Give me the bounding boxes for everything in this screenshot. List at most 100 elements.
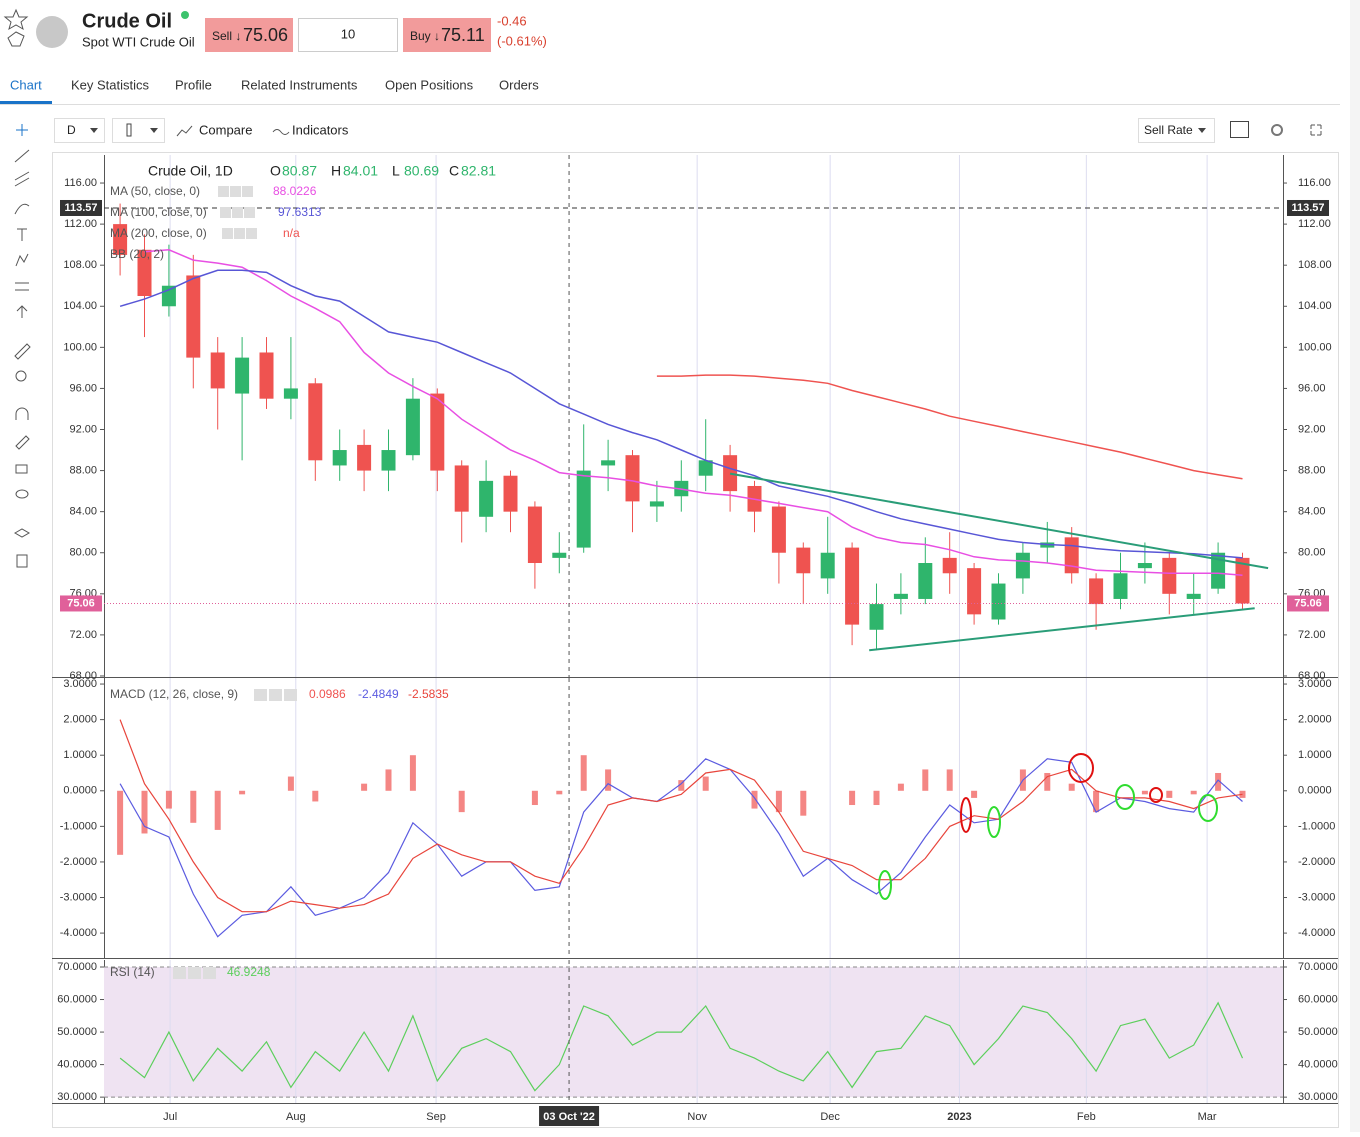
legend-value: -2.5835 xyxy=(408,687,449,701)
scrollbar[interactable] xyxy=(1350,0,1360,1132)
y-tick-label: 108.00 xyxy=(63,259,97,271)
histogram-bar xyxy=(1068,783,1075,791)
legend-name: MA (100, close, 0) xyxy=(110,205,207,219)
tab[interactable]: Profile xyxy=(175,77,212,92)
candle-body xyxy=(430,393,445,471)
y-tick-label: 108.00 xyxy=(1298,259,1332,271)
dropdown-caret xyxy=(90,128,98,133)
y-tick-label: 70.0000 xyxy=(1298,961,1338,973)
y-tick-label: 2.0000 xyxy=(63,714,97,726)
y-tick-label: 116.00 xyxy=(1298,177,1331,189)
candle-body xyxy=(918,563,933,599)
legend-name: MA (200, close, 0) xyxy=(110,226,207,240)
price-tag xyxy=(60,595,102,612)
tab[interactable]: Orders xyxy=(499,77,539,92)
histogram-bar xyxy=(239,790,246,795)
annotation xyxy=(1115,784,1135,810)
histogram-bar xyxy=(409,755,416,791)
settings-button[interactable] xyxy=(1271,124,1283,136)
tab[interactable]: Chart xyxy=(10,77,42,92)
measure-tool[interactable] xyxy=(15,282,29,291)
y-tick-label: 0.0000 xyxy=(1298,785,1332,797)
visibility-tool[interactable] xyxy=(15,489,29,499)
pattern-tool[interactable] xyxy=(15,253,29,267)
draw-lock[interactable] xyxy=(15,435,30,450)
buy-button[interactable] xyxy=(403,18,491,52)
interval-select[interactable] xyxy=(54,118,105,143)
legend-icon xyxy=(269,689,282,701)
sell-price: 75.06 xyxy=(243,25,288,45)
legend-icon xyxy=(254,689,267,701)
macd-line xyxy=(119,719,1243,913)
candle-icon xyxy=(126,123,132,137)
crosshair-label: 03 Oct '22 xyxy=(543,1111,595,1123)
brush-tool[interactable] xyxy=(14,203,30,215)
tab[interactable]: Related Instruments xyxy=(241,77,358,92)
fullscreen-button[interactable] xyxy=(1310,124,1322,136)
tab[interactable]: Open Positions xyxy=(385,77,474,92)
annotations xyxy=(878,753,1218,900)
annotation xyxy=(1198,794,1218,822)
magnet-tool[interactable] xyxy=(15,407,29,420)
candle-body xyxy=(649,501,664,507)
candle-body xyxy=(1015,552,1030,579)
y-tick-label: 40.0000 xyxy=(1298,1059,1338,1071)
macd-line xyxy=(119,758,1243,938)
quantity-input[interactable] xyxy=(298,18,398,52)
y-tick-label: 72.00 xyxy=(69,629,97,641)
rate: Sell Rate xyxy=(1144,123,1193,137)
candle-body xyxy=(137,249,152,297)
text-tool[interactable] xyxy=(17,228,27,241)
chart-type-select[interactable] xyxy=(112,118,165,143)
chart-frame xyxy=(52,152,1339,1128)
y-tick-label: -4.0000 xyxy=(1298,927,1335,939)
x-tick-label: Dec xyxy=(820,1111,840,1123)
histogram-bar xyxy=(897,783,904,791)
sell-button[interactable] xyxy=(205,18,293,52)
watch-star[interactable] xyxy=(3,8,29,31)
fib-tool[interactable] xyxy=(14,171,30,187)
ma-line xyxy=(119,269,1243,559)
y-tick-label: 92.00 xyxy=(1298,423,1326,435)
cursor-tool[interactable] xyxy=(16,124,28,136)
arrow-tool[interactable] xyxy=(16,305,28,318)
rate-select[interactable] xyxy=(1138,118,1215,143)
legend-icon xyxy=(246,228,257,239)
annotation xyxy=(878,870,892,900)
candle-body xyxy=(893,593,908,599)
lock-tool[interactable] xyxy=(15,464,28,474)
legend-icon xyxy=(173,967,186,979)
y-tick-label: 112.00 xyxy=(64,218,97,230)
zoom-tool[interactable] xyxy=(15,370,27,382)
ma-line xyxy=(656,374,1243,480)
candle-body xyxy=(1113,573,1128,599)
histogram-bar xyxy=(1141,790,1148,795)
histogram-bar xyxy=(117,790,124,855)
legend-icon xyxy=(222,228,233,239)
candle-body xyxy=(308,383,323,461)
ruler-tool[interactable] xyxy=(14,343,31,360)
y-tick-label: 68.00 xyxy=(1298,670,1326,682)
alert-icon[interactable] xyxy=(7,31,25,47)
x-tick-label: Feb xyxy=(1077,1111,1096,1123)
layers-tool[interactable] xyxy=(13,528,31,538)
candle-body xyxy=(698,460,713,476)
line-tool[interactable] xyxy=(14,149,30,163)
tab[interactable]: Key Statistics xyxy=(71,77,150,92)
y-tick-label: 60.0000 xyxy=(1298,993,1338,1005)
y-tick-label: 84.00 xyxy=(69,506,97,518)
candle-body xyxy=(210,352,225,389)
candle-body xyxy=(259,352,274,399)
layout-button[interactable] xyxy=(1230,121,1249,138)
delete-tool[interactable] xyxy=(16,554,28,568)
buy-price: 75.11 xyxy=(441,25,485,45)
indicators-button[interactable]: Indicators xyxy=(292,122,349,137)
candle-body xyxy=(845,547,860,625)
compare-button[interactable]: Compare xyxy=(199,122,252,137)
y-tick-label: 96.00 xyxy=(1298,382,1326,394)
legend-value: 0.0986 xyxy=(309,687,346,701)
histogram-bar xyxy=(1190,790,1197,795)
legend-value: 88.0226 xyxy=(273,184,317,198)
